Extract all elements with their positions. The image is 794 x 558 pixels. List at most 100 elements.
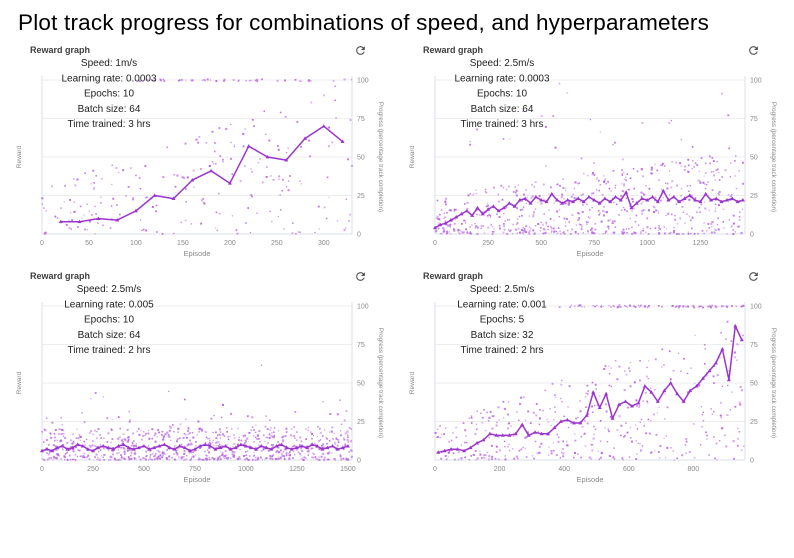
axis-spines xyxy=(434,302,746,461)
y-tick-label: 75 xyxy=(357,116,365,123)
axis-spines xyxy=(41,302,353,461)
x-tick-label: 1250 xyxy=(289,466,305,473)
panel-title: Reward graph xyxy=(30,271,91,281)
reward-graph-panel-4: Reward graph 0 200 400 600 800 0 25 50 75 100 Epis… xyxy=(405,266,788,488)
annotation-line: Speed: 2.5m/s xyxy=(470,58,534,69)
refresh-icon xyxy=(356,45,365,55)
x-tick-label: 250 xyxy=(271,240,283,247)
axis-tick-labels: 0 50 100 150 200 250 300 0 25 50 75 100 xyxy=(40,78,369,248)
annotation-line: Learning rate: 0.0003 xyxy=(61,73,157,84)
annotation-line: Time trained: 2 hrs xyxy=(461,345,544,356)
y-tick-label: 25 xyxy=(357,419,365,426)
x-tick-label: 250 xyxy=(482,240,494,247)
y-tick-label: 25 xyxy=(750,419,758,426)
refresh-button[interactable] xyxy=(747,270,760,283)
reward-graph-panel-1: Reward graph 0 50 100 150 200 250 300 0 25 50 75 10… xyxy=(12,40,395,262)
x-tick-label: 750 xyxy=(189,466,201,473)
axis-tick-labels: 0 250 500 750 1000 1250 0 25 50 75 100 xyxy=(433,78,762,248)
y-axis-right-label: Progress (percentage track completion) xyxy=(377,102,384,212)
annotation-line: Epochs: 10 xyxy=(477,89,527,100)
refresh-button[interactable] xyxy=(354,270,367,283)
x-tick-label: 1500 xyxy=(340,466,356,473)
gridlines xyxy=(435,79,745,196)
progress-line xyxy=(40,442,350,453)
annotation-line: Epochs: 5 xyxy=(480,315,525,326)
x-tick-label: 150 xyxy=(177,240,189,247)
refresh-button[interactable] xyxy=(354,44,367,57)
annotation-line: Speed: 2.5m/s xyxy=(77,284,141,295)
y-tick-label: 0 xyxy=(357,232,361,239)
scatter-points xyxy=(434,82,745,235)
gridlines xyxy=(42,79,352,196)
x-tick-label: 1000 xyxy=(640,240,656,247)
axis-titles: Episode Reward Progress (percentage track … xyxy=(409,328,777,484)
axis-titles: Episode Reward Progress (percentage track … xyxy=(16,328,384,484)
x-tick-label: 0 xyxy=(433,240,437,247)
y-tick-label: 25 xyxy=(357,193,365,200)
y-tick-label: 75 xyxy=(750,342,758,349)
axis-spines xyxy=(434,76,746,235)
gridlines xyxy=(435,305,745,422)
annotation-line: Speed: 1m/s xyxy=(81,58,137,69)
progress-line xyxy=(433,188,745,230)
annotation-line: Learning rate: 0.001 xyxy=(457,299,547,310)
page-title: Plot track progress for combinations of … xyxy=(18,10,710,35)
y-axis-right-label: Progress (percentage track completion) xyxy=(770,328,777,438)
panel-header: Reward graph xyxy=(12,266,395,284)
annotation-line: Batch size: 32 xyxy=(471,330,534,341)
refresh-button[interactable] xyxy=(747,44,760,57)
annotation-line: Batch size: 64 xyxy=(78,330,141,341)
reward-graph-panel-3: Reward graph 0 250 500 750 1000 1250 1500 0 25 50… xyxy=(12,266,395,488)
reward-graph-panel-2: Reward graph 0 250 500 750 1000 1250 0 25 50 75 10… xyxy=(405,40,788,262)
y-tick-label: 50 xyxy=(750,381,758,388)
x-axis-label: Episode xyxy=(183,475,210,484)
x-tick-label: 300 xyxy=(318,240,330,247)
x-tick-label: 1250 xyxy=(693,240,709,247)
x-tick-label: 400 xyxy=(558,466,570,473)
scatter-points xyxy=(434,304,745,461)
y-tick-label: 50 xyxy=(357,155,365,162)
x-tick-label: 500 xyxy=(535,240,547,247)
axis-tick-labels: 0 200 400 600 800 0 25 50 75 100 xyxy=(433,304,762,474)
y-tick-label: 50 xyxy=(750,155,758,162)
x-tick-label: 0 xyxy=(433,466,437,473)
axis-titles: Episode Reward Progress (percentage track … xyxy=(16,102,384,258)
y-tick-label: 100 xyxy=(750,78,762,85)
annotation-line: Batch size: 64 xyxy=(78,104,141,115)
x-tick-label: 0 xyxy=(40,466,44,473)
hyperparameter-annotation: Speed: 2.5m/s Learning rate: 0.001 Epochs:… xyxy=(457,284,547,356)
annotation-line: Epochs: 10 xyxy=(84,89,134,100)
x-tick-label: 1000 xyxy=(238,466,254,473)
annotation-line: Speed: 2.5m/s xyxy=(470,284,534,295)
y-axis-left-label: Reward xyxy=(16,145,23,168)
panel-title: Reward graph xyxy=(423,45,484,55)
gridlines xyxy=(42,305,352,422)
y-tick-label: 75 xyxy=(750,116,758,123)
reward-chart: 0 250 500 750 1000 1250 15000255075100EpisodeR… xyxy=(16,284,384,484)
y-tick-label: 100 xyxy=(357,78,369,85)
refresh-icon xyxy=(749,45,758,55)
annotation-line: Batch size: 64 xyxy=(471,104,534,115)
annotation-line: Time trained: 3 hrs xyxy=(461,119,544,130)
panel-header: Reward graph xyxy=(405,40,788,58)
y-tick-label: 75 xyxy=(357,342,365,349)
x-tick-label: 50 xyxy=(85,240,93,247)
reward-chart: 0 200 400 600 800 0 25 50 75 100 Episode Reward Prog… xyxy=(409,284,777,484)
annotation-line: Epochs: 10 xyxy=(84,315,134,326)
y-tick-label: 0 xyxy=(750,232,754,239)
axis-spines xyxy=(41,76,353,235)
x-axis-label: Episode xyxy=(183,249,210,258)
scatter-points xyxy=(41,364,353,461)
annotation-line: Time trained: 2 hrs xyxy=(68,345,151,356)
y-tick-label: 0 xyxy=(750,458,754,465)
refresh-icon xyxy=(356,271,365,281)
annotation-line: Time trained: 3 hrs xyxy=(68,119,151,130)
y-tick-label: 100 xyxy=(750,304,762,311)
y-axis-right-label: Progress (percentage track completion) xyxy=(377,328,384,438)
y-axis-left-label: Reward xyxy=(409,145,416,168)
y-tick-label: 100 xyxy=(357,304,369,311)
panel-header: Reward graph xyxy=(12,40,395,58)
y-tick-label: 0 xyxy=(357,458,361,465)
x-tick-label: 500 xyxy=(138,466,150,473)
